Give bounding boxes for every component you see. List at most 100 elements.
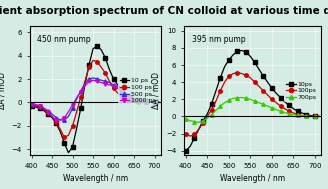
1000 ps: [128, 97, 132, 99]
100ps: [210, 108, 214, 111]
10ps: [231, 54, 235, 56]
700ps: [292, 114, 296, 116]
10 ps: [42, 109, 46, 112]
1000 ps: [50, 115, 54, 118]
100 ps: [87, 66, 91, 68]
500 ps: [34, 104, 38, 106]
100 ps: [116, 92, 120, 94]
100 ps: [42, 108, 46, 111]
1000 ps: [34, 104, 38, 106]
1000 ps: [157, 101, 161, 104]
700ps: [300, 115, 304, 117]
500 ps: [30, 102, 33, 105]
10ps: [244, 51, 248, 53]
10ps: [274, 92, 278, 94]
500 ps: [108, 81, 112, 84]
500 ps: [83, 83, 87, 85]
700ps: [283, 112, 287, 114]
1000 ps: [87, 80, 91, 83]
10 ps: [144, 100, 148, 102]
Text: 395 nm pump: 395 nm pump: [192, 36, 246, 44]
100 ps: [153, 101, 156, 104]
500 ps: [38, 105, 42, 107]
700ps: [193, 120, 196, 123]
100ps: [253, 81, 257, 83]
10 ps: [38, 107, 42, 109]
100 ps: [50, 115, 54, 118]
500 ps: [128, 95, 132, 98]
10 ps: [79, 107, 83, 109]
1000 ps: [91, 79, 95, 81]
100 ps: [103, 72, 107, 74]
500 ps: [149, 101, 153, 104]
10ps: [188, 145, 192, 148]
10ps: [240, 49, 244, 52]
10ps: [184, 149, 188, 152]
500 ps: [91, 77, 95, 79]
10 ps: [50, 116, 54, 119]
100ps: [300, 114, 304, 117]
10 ps: [58, 130, 62, 133]
700ps: [317, 115, 321, 118]
Line: 100ps: 100ps: [184, 71, 321, 138]
700ps: [266, 105, 270, 107]
10 ps: [140, 100, 144, 102]
10 ps: [83, 84, 87, 86]
Line: 10 ps: 10 ps: [30, 45, 160, 154]
700ps: [274, 108, 278, 111]
100ps: [313, 115, 317, 118]
Legend: 10ps, 100ps, 700ps: 10ps, 100ps, 700ps: [284, 80, 318, 102]
100 ps: [38, 106, 42, 108]
10ps: [309, 114, 313, 117]
500 ps: [95, 78, 99, 80]
700ps: [210, 114, 214, 116]
10ps: [287, 104, 291, 106]
500 ps: [67, 115, 71, 118]
500 ps: [75, 98, 79, 100]
100ps: [270, 98, 274, 100]
10 ps: [120, 90, 124, 92]
500 ps: [136, 99, 140, 101]
10 ps: [112, 78, 115, 80]
X-axis label: Wavelength / nm: Wavelength / nm: [220, 174, 285, 183]
10 ps: [149, 101, 153, 103]
100 ps: [99, 66, 103, 68]
500 ps: [140, 100, 144, 102]
1000 ps: [38, 105, 42, 107]
100 ps: [157, 101, 161, 104]
10ps: [266, 81, 270, 83]
500 ps: [62, 119, 66, 121]
1000 ps: [144, 101, 148, 104]
100ps: [292, 112, 296, 114]
10 ps: [30, 105, 33, 107]
100ps: [261, 90, 265, 92]
10ps: [236, 50, 239, 52]
10 ps: [95, 45, 99, 47]
700ps: [309, 115, 313, 118]
500 ps: [153, 101, 156, 104]
1000 ps: [83, 85, 87, 87]
10ps: [304, 114, 308, 116]
100ps: [317, 115, 321, 118]
100 ps: [79, 95, 83, 98]
10ps: [296, 110, 300, 112]
1000 ps: [54, 119, 58, 121]
100ps: [223, 81, 227, 83]
1000 ps: [95, 80, 99, 83]
10 ps: [67, 152, 71, 154]
700ps: [270, 107, 274, 109]
10ps: [313, 115, 317, 117]
1000 ps: [30, 102, 33, 105]
Y-axis label: ΔA / mOD: ΔA / mOD: [151, 72, 160, 109]
100 ps: [95, 60, 99, 63]
1000 ps: [67, 111, 71, 113]
10 ps: [132, 98, 136, 100]
10 ps: [71, 146, 74, 148]
100 ps: [34, 105, 38, 107]
10ps: [317, 115, 321, 118]
10 ps: [62, 142, 66, 144]
100ps: [287, 110, 291, 112]
1000 ps: [62, 116, 66, 119]
1000 ps: [153, 101, 156, 104]
100ps: [205, 115, 209, 118]
